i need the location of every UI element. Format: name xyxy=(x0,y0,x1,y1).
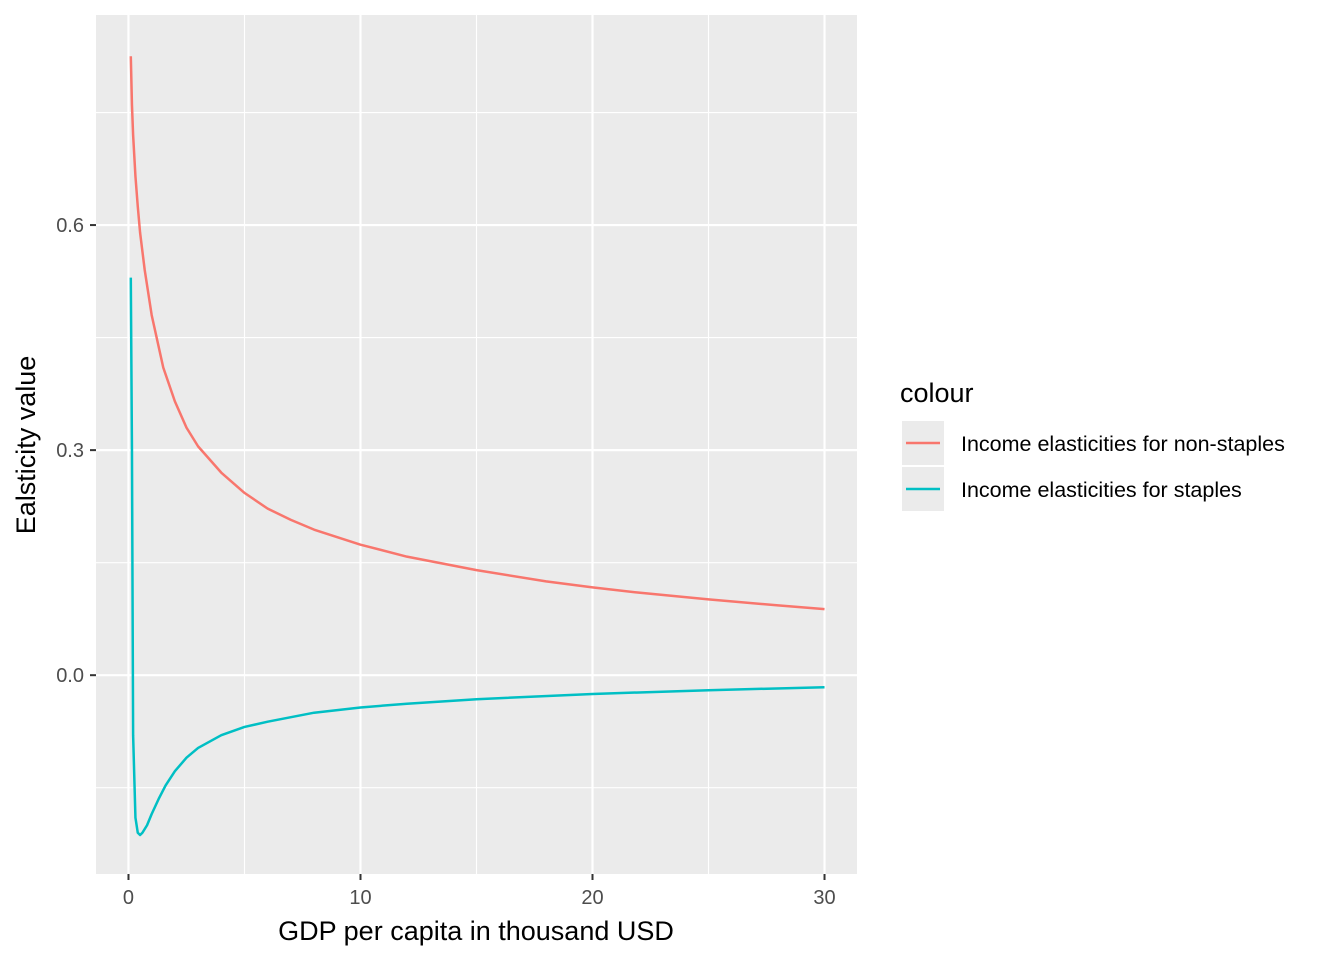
y-tick-label: 0.0 xyxy=(56,665,84,687)
grid-minor xyxy=(96,15,857,874)
legend-title: colour xyxy=(900,378,974,408)
tick-labels: 0 10 20 30 0.0 0.3 0.6 xyxy=(56,215,835,909)
x-tick-label: 10 xyxy=(349,887,371,909)
series-line-staples xyxy=(129,277,825,837)
series-layer xyxy=(129,56,825,837)
legend-label: Income elasticities for staples xyxy=(961,478,1242,502)
y-axis-title: Ealsticity value xyxy=(11,356,41,535)
x-tick-label: 0 xyxy=(123,887,134,909)
grid-major xyxy=(96,15,857,874)
legend-label: Income elasticities for non-staples xyxy=(961,432,1285,456)
x-axis-title: GDP per capita in thousand USD xyxy=(278,916,674,946)
legend: colour Income elasticities for non-stapl… xyxy=(900,378,1285,511)
legend-items: Income elasticities for non-staples Incom… xyxy=(902,421,1285,511)
series-line-non-staples xyxy=(129,56,825,611)
y-tick-label: 0.3 xyxy=(56,440,84,462)
x-tick-label: 20 xyxy=(581,887,603,909)
axis-ticks xyxy=(90,224,826,880)
y-tick-label: 0.6 xyxy=(56,215,84,237)
x-tick-label: 30 xyxy=(813,887,835,909)
